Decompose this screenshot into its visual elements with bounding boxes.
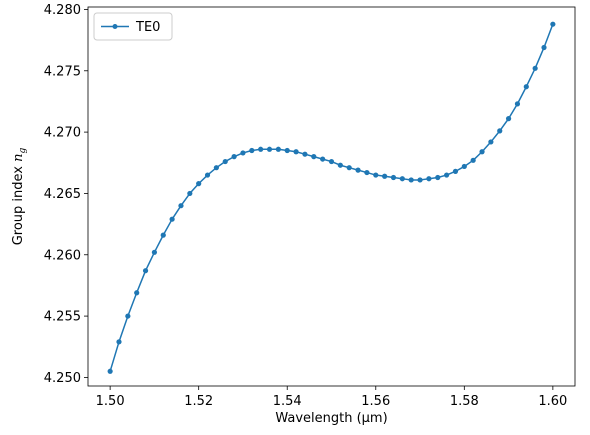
x-axis-label: Wavelength (μm) <box>275 411 387 426</box>
data-point <box>435 174 441 181</box>
data-point <box>417 177 423 183</box>
data-point <box>240 150 246 156</box>
data-point <box>231 154 237 160</box>
data-point <box>373 172 379 178</box>
data-point <box>390 174 397 181</box>
data-point <box>116 339 122 345</box>
data-point <box>337 162 343 168</box>
x-tick-label: 1.52 <box>184 394 213 409</box>
y-tick-label: 4.280 <box>44 3 81 18</box>
data-point <box>364 169 370 176</box>
data-point <box>160 232 166 238</box>
data-point <box>258 146 264 152</box>
y-axis-label-text: Group index <box>11 162 26 245</box>
legend: TE0 <box>93 12 173 41</box>
data-point <box>532 65 538 71</box>
plot-area <box>107 21 556 374</box>
axis-ticks: 1.50 1.52 1.54 1.56 1.58 1.60 4.250 4.255 4.260 4… <box>44 3 568 409</box>
data-point <box>328 158 335 165</box>
data-point <box>408 177 414 183</box>
axes-frame <box>87 6 576 387</box>
data-point <box>134 290 140 296</box>
y-tick-label: 4.250 <box>44 371 81 386</box>
data-point <box>452 168 459 174</box>
data-point <box>249 147 255 154</box>
y-tick-label: 4.255 <box>44 310 81 325</box>
y-axis-label-symbol: n <box>11 153 26 161</box>
x-tick-label: 1.60 <box>538 394 567 409</box>
data-point <box>213 165 219 171</box>
data-point <box>275 146 281 152</box>
data-point <box>222 158 228 165</box>
data-point <box>470 157 476 163</box>
y-tick-label: 4.270 <box>44 126 81 141</box>
legend-entry-te0: TE0 <box>135 20 160 35</box>
data-point <box>169 216 175 222</box>
data-point <box>311 154 317 160</box>
data-point <box>523 84 529 90</box>
y-axis-label-subscript: g <box>18 147 28 153</box>
x-tick-label: 1.56 <box>361 394 390 409</box>
data-point <box>302 151 308 157</box>
data-point <box>125 313 131 319</box>
data-point <box>488 139 494 145</box>
data-point <box>382 173 388 179</box>
data-point <box>178 203 184 209</box>
x-tick-label: 1.58 <box>450 394 479 409</box>
x-tick-label: 1.54 <box>273 394 302 409</box>
data-point <box>426 176 432 182</box>
legend-marker-swatch <box>112 24 118 29</box>
data-point <box>151 249 158 255</box>
data-point <box>505 116 512 122</box>
data-point <box>320 156 326 162</box>
data-point <box>497 128 503 134</box>
data-point <box>284 147 290 154</box>
data-point <box>550 21 556 27</box>
x-tick-label: 1.50 <box>96 394 125 409</box>
data-point <box>187 190 193 197</box>
data-point <box>293 149 299 155</box>
data-point <box>399 176 405 182</box>
y-tick-label: 4.260 <box>44 248 81 263</box>
data-point <box>346 165 352 171</box>
data-point <box>142 268 149 274</box>
data-point <box>196 181 202 187</box>
y-tick-label: 4.275 <box>44 64 81 79</box>
data-point <box>541 44 547 51</box>
data-point <box>266 146 273 152</box>
y-tick-label: 4.265 <box>44 187 81 202</box>
data-point <box>461 163 467 170</box>
data-point <box>479 149 485 155</box>
data-point <box>444 172 450 178</box>
data-point <box>514 101 521 107</box>
data-point <box>107 368 113 374</box>
data-point <box>204 172 211 178</box>
series-line-te0 <box>109 23 554 372</box>
y-axis-label: Group index ng <box>11 147 28 245</box>
data-point <box>355 167 361 173</box>
legend-box <box>93 12 173 41</box>
